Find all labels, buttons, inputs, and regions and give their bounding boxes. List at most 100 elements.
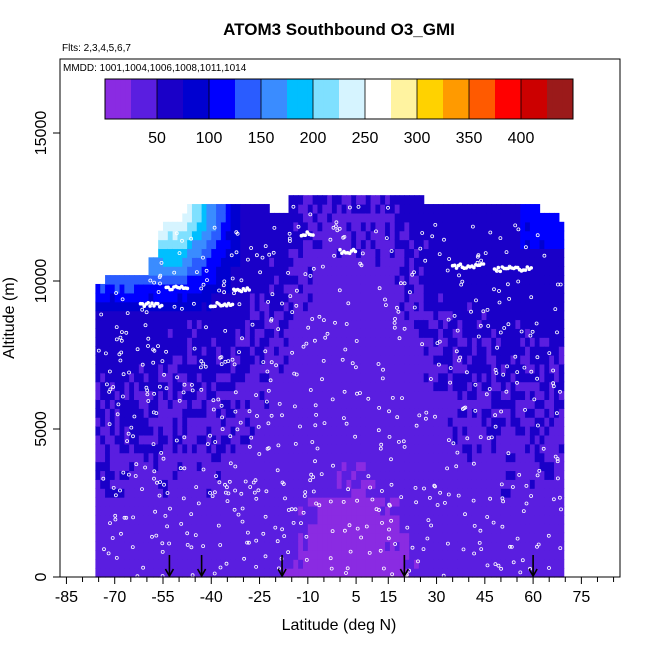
field-cell: [327, 408, 333, 418]
field-cell: [346, 550, 352, 560]
field-cell: [119, 408, 125, 418]
field-cell: [462, 434, 468, 445]
field-cell: [153, 426, 159, 436]
field-cell: [336, 221, 343, 232]
field-cell: [114, 479, 121, 489]
field-cell: [447, 355, 454, 365]
field-cell: [162, 523, 169, 534]
field-cell: [153, 417, 159, 427]
flight-leg-point: [230, 302, 235, 307]
field-cell: [240, 470, 246, 480]
field-cell: [399, 532, 405, 543]
field-cell: [558, 292, 565, 303]
field-cell: [462, 204, 468, 214]
field-cell: [302, 443, 309, 454]
field-cell: [312, 195, 319, 205]
field-cell: [534, 239, 541, 250]
field-cell: [341, 417, 348, 427]
field-cell: [158, 426, 164, 436]
field-cell: [356, 212, 362, 223]
colorbar-swatch: [448, 79, 454, 119]
field-cell: [148, 532, 154, 543]
field-cell: [549, 283, 555, 294]
field-cell: [129, 550, 135, 560]
sample-point: [513, 354, 518, 359]
field-cell: [225, 461, 232, 472]
field-cell: [496, 248, 502, 258]
field-cell: [520, 479, 526, 489]
field-cell: [331, 363, 338, 374]
field-cell: [534, 434, 541, 445]
field-cell: [331, 328, 338, 338]
field-cell: [341, 195, 348, 205]
field-cell: [100, 568, 106, 578]
field-cell: [254, 523, 261, 534]
field-cell: [312, 266, 319, 276]
field-cell: [346, 301, 352, 312]
field-cell: [172, 283, 179, 294]
field-cell: [298, 452, 304, 463]
field-cell: [462, 381, 468, 392]
field-cell: [554, 488, 560, 498]
field-cell: [307, 434, 314, 445]
colorbar-swatch: [136, 79, 142, 119]
field-cell: [269, 568, 275, 578]
field-cell: [462, 221, 468, 232]
sample-point: [507, 296, 512, 301]
sample-point: [287, 239, 292, 243]
field-cell: [452, 257, 459, 267]
field-cell: [360, 239, 367, 250]
field-cell: [298, 408, 304, 418]
field-cell: [187, 337, 193, 347]
field-cell: [539, 266, 545, 276]
field-cell: [177, 275, 183, 285]
field-cell: [539, 337, 545, 347]
field-cell: [380, 514, 386, 525]
field-cell: [457, 212, 463, 223]
field-cell: [298, 559, 304, 569]
field-cell: [245, 461, 251, 472]
field-cell: [467, 292, 473, 303]
field-cell: [409, 266, 415, 276]
field-cell: [549, 434, 555, 445]
sample-point: [182, 466, 187, 471]
sample-point: [383, 297, 387, 302]
sample-point: [272, 225, 277, 230]
field-cell: [182, 221, 188, 232]
field-cell: [404, 204, 410, 214]
field-cell: [119, 275, 125, 285]
field-cell: [119, 479, 125, 489]
field-cell: [529, 497, 536, 507]
field-cell: [394, 523, 401, 534]
field-cell: [114, 523, 121, 534]
field-cell: [187, 470, 193, 480]
field-cell: [119, 497, 125, 507]
field-cell: [447, 337, 454, 347]
field-cell: [298, 399, 304, 409]
field-cell: [109, 408, 116, 418]
field-cell: [418, 283, 425, 294]
field-cell: [138, 337, 145, 347]
field-cell: [341, 221, 348, 232]
field-cell: [235, 212, 241, 223]
sample-point: [212, 490, 217, 495]
field-cell: [496, 257, 502, 267]
field-cell: [298, 532, 304, 543]
field-cell: [370, 434, 376, 445]
field-cell: [418, 470, 425, 480]
field-cell: [462, 541, 468, 551]
x-tick-label: -25: [248, 589, 271, 606]
sample-point: [455, 450, 460, 455]
sample-point: [155, 480, 159, 485]
field-cell: [529, 363, 536, 374]
field-cell: [172, 221, 179, 232]
field-cell: [254, 212, 261, 223]
colorbar-swatch: [235, 79, 241, 119]
field-cell: [404, 355, 410, 365]
field-cell: [447, 426, 454, 436]
field-cell: [95, 417, 101, 427]
field-cell: [206, 221, 212, 232]
field-cell: [534, 417, 541, 427]
colorbar-swatch: [318, 79, 324, 119]
field-cell: [114, 505, 121, 516]
